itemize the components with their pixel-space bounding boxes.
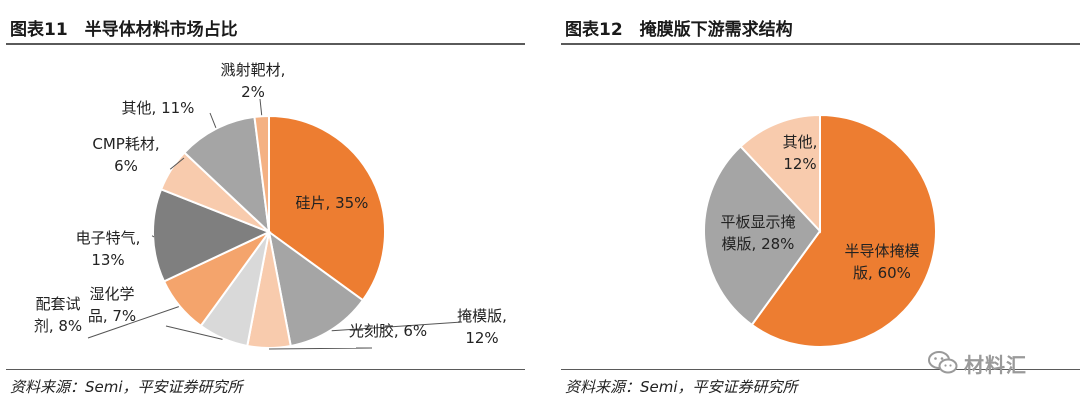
left-source-rule xyxy=(6,369,525,370)
leader-line xyxy=(165,325,223,340)
pie-data-label: 电子特气, 13% xyxy=(76,229,141,269)
pie-data-label: 掩模版, 12% xyxy=(457,307,507,347)
photomask-demand-pie-chart: 半导体掩模版, 60% 平板显示掩模版, 28% 其他, 12% xyxy=(703,113,937,348)
right-chart-panel: 图表12 掩膜版下游需求结构 半导体掩模版, 60% 平板显示掩模版, 28% 其他… xyxy=(555,0,1080,413)
pie-data-label: 硅片, 35% xyxy=(296,194,369,212)
left-source-note: 资料来源：Semi，平安证券研究所 xyxy=(10,378,243,396)
pie-slice-slice-8 xyxy=(253,114,270,233)
leader-line xyxy=(259,98,263,116)
leader-line xyxy=(268,347,373,350)
semiconductor-materials-pie-chart: 硅片, 35% 掩模版, 12% 光刻胶, 6% 湿化学品, 7%配套试剂, 8% 电子特… xyxy=(34,61,507,350)
right-source-note: 资料来源：Semi，平安证券研究所 xyxy=(565,378,798,396)
wechat-icon xyxy=(928,351,958,374)
pie-slice-slice-0 xyxy=(750,113,937,348)
right-chart-title: 图表12 掩膜版下游需求结构 xyxy=(565,20,793,40)
leader-line xyxy=(151,235,155,238)
pie-data-label: 平板显示掩模版, 28% xyxy=(720,213,795,253)
pie-slice-slice-1 xyxy=(703,145,822,327)
pie-slice-slice-1 xyxy=(267,229,365,348)
pie-slice-slice-5 xyxy=(152,188,272,283)
pie-data-label: 湿化学品, 7% xyxy=(88,285,136,325)
pie-data-label: 配套试剂, 8% xyxy=(34,295,82,335)
leader-line xyxy=(331,321,463,332)
left-chart-title: 图表11 半导体材料市场占比 xyxy=(10,20,238,40)
right-title-rule xyxy=(561,43,1080,45)
pie-slice-slice-0 xyxy=(268,114,386,302)
pie-slice-slice-2 xyxy=(739,113,821,234)
watermark: 材料汇 xyxy=(928,348,1027,378)
pie-data-label: CMP耗材, 6% xyxy=(92,135,159,175)
pie-data-label: 其他, 12% xyxy=(783,133,818,173)
pie-data-label: 半导体掩模版, 60% xyxy=(844,242,919,282)
pie-data-label: 溅射靶材, 2% xyxy=(221,61,286,101)
left-chart-panel: 图表11 半导体材料市场占比 硅片, 35% 掩模版, 12% 光刻胶, 6% 湿化学品… xyxy=(0,0,525,413)
leader-line xyxy=(209,112,217,128)
leader-line xyxy=(87,306,179,339)
leader-line xyxy=(169,157,185,170)
pie-data-label: 其他, 11% xyxy=(122,99,195,117)
watermark-text: 材料汇 xyxy=(964,352,1027,377)
pie-data-label: 光刻胶, 6% xyxy=(349,322,427,340)
right-source-rule xyxy=(561,369,1080,370)
left-title-rule xyxy=(6,43,525,45)
pie-slice-slice-7 xyxy=(183,115,271,235)
